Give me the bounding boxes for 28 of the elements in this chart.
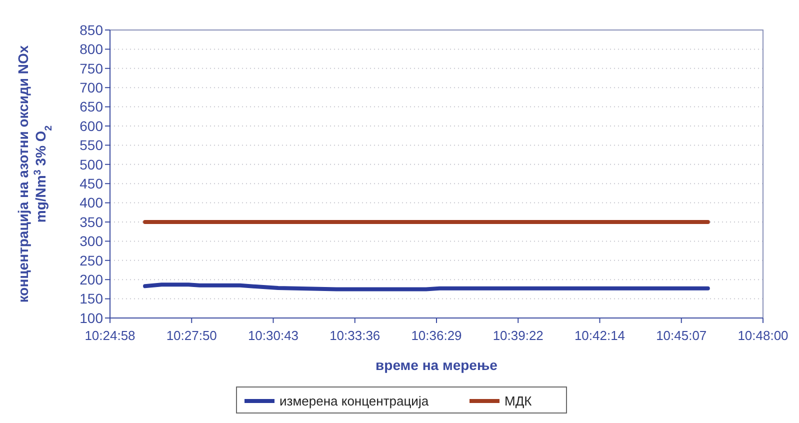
y-tick-label: 500 — [80, 156, 104, 172]
legend-label: измерена концентрација — [280, 394, 430, 409]
y-tick-label: 750 — [80, 60, 104, 76]
x-tick-label: 10:30:43 — [248, 328, 299, 343]
y-tick-label: 450 — [80, 176, 104, 192]
x-tick-label: 10:42:14 — [574, 328, 626, 343]
y-tick-label: 250 — [80, 252, 104, 268]
y-tick-label: 350 — [80, 214, 104, 230]
y-tick-label: 400 — [80, 194, 104, 211]
y-tick-label: 550 — [80, 137, 104, 154]
x-tick-label: 10:48:00 — [738, 328, 788, 343]
legend-label: МДК — [504, 394, 532, 409]
x-axis-title: време на мерење — [376, 357, 498, 373]
x-tick-label: 10:24:58 — [84, 328, 136, 343]
x-tick-label: 10:33:36 — [330, 328, 380, 343]
y-tick-label: 100 — [80, 310, 104, 326]
y-tick-label: 650 — [80, 98, 104, 115]
y-tick-label: 300 — [80, 233, 104, 250]
y-tick-label: 850 — [80, 22, 104, 38]
x-tick-label: 10:45:07 — [656, 328, 707, 343]
x-tick-label: 10:39:22 — [492, 328, 544, 343]
x-tick-label: 10:27:50 — [166, 328, 217, 343]
y-tick-label: 150 — [80, 290, 104, 307]
y-tick-label: 700 — [80, 80, 104, 96]
y-tick-label: 800 — [80, 41, 104, 58]
y-tick-label: 600 — [80, 118, 104, 134]
x-tick-label: 10:36:29 — [411, 328, 462, 343]
y-tick-label: 200 — [80, 272, 104, 288]
